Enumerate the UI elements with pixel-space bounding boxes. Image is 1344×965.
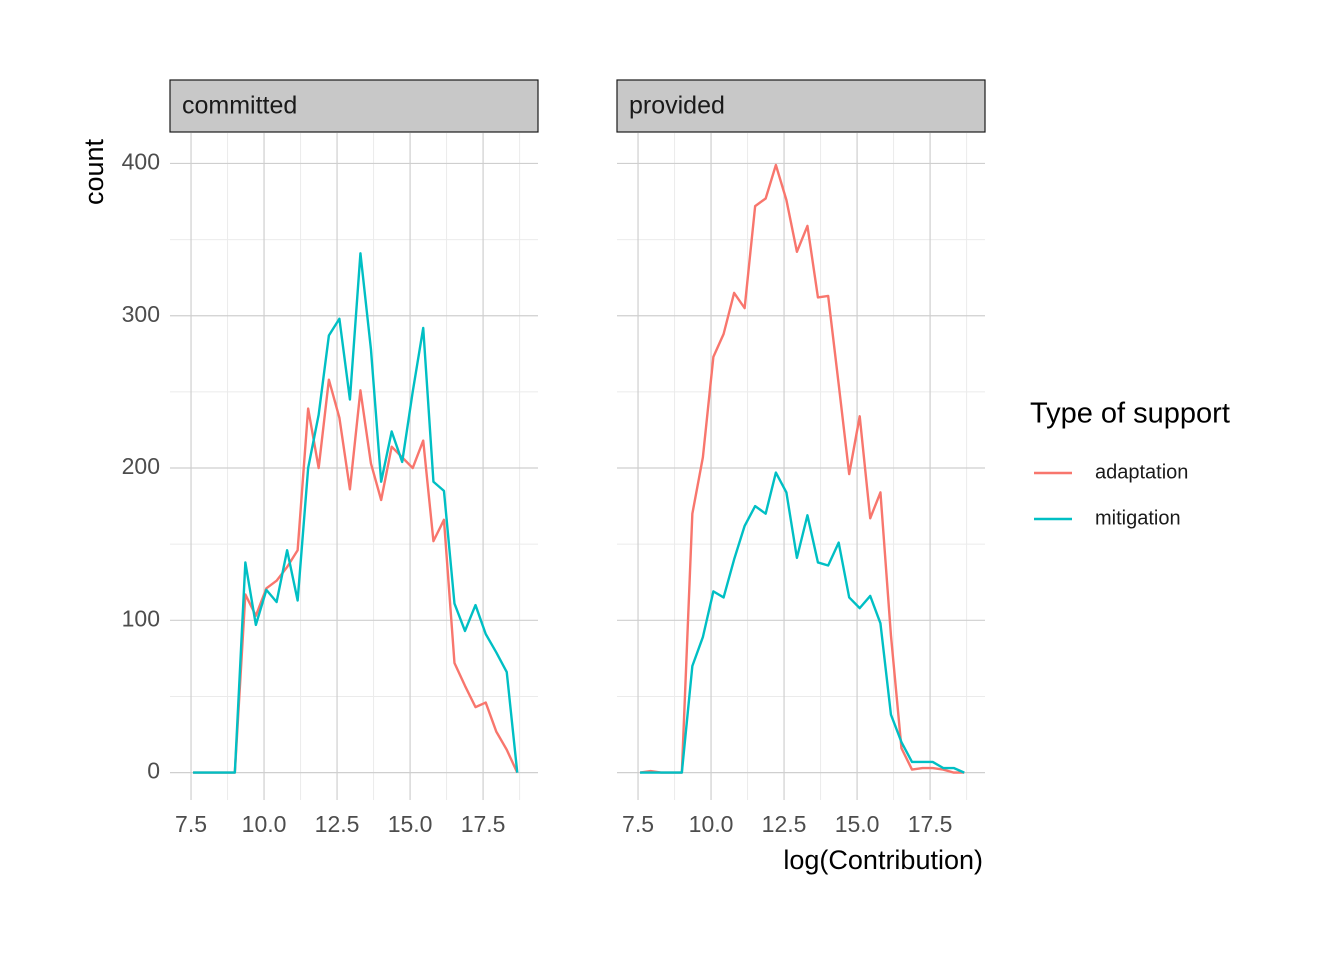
y-tick-label: 0 (147, 758, 160, 784)
x-axis-label: log(Contribution) (783, 845, 983, 875)
series-line (193, 252, 519, 774)
strip-label: provided (629, 92, 725, 120)
x-tick-label: 10.0 (242, 811, 287, 837)
strip-label: committed (182, 92, 297, 120)
x-tick-label: 7.5 (622, 811, 654, 837)
x-tick-label: 17.5 (908, 811, 953, 837)
series-line (639, 163, 965, 774)
strip (169, 79, 539, 133)
x-tick-label: 7.5 (175, 811, 207, 837)
x-tick-label: 12.5 (315, 811, 360, 837)
x-tick-label: 17.5 (461, 811, 506, 837)
y-tick-label: 100 (122, 605, 160, 631)
x-tick-label: 15.0 (835, 811, 880, 837)
legend-label: mitigation (1095, 507, 1181, 529)
x-tick-label: 15.0 (388, 811, 433, 837)
legend-label: adaptation (1095, 461, 1188, 483)
y-tick-label: 200 (122, 453, 160, 479)
x-tick-label: 10.0 (689, 811, 734, 837)
y-tick-label: 300 (122, 301, 160, 327)
legend-title: Type of support (1030, 398, 1230, 430)
strip (616, 79, 986, 133)
y-axis-label: count (79, 138, 109, 205)
series-line (640, 471, 965, 774)
series-line (193, 378, 519, 774)
y-tick-label: 400 (122, 149, 160, 175)
x-tick-label: 12.5 (762, 811, 807, 837)
